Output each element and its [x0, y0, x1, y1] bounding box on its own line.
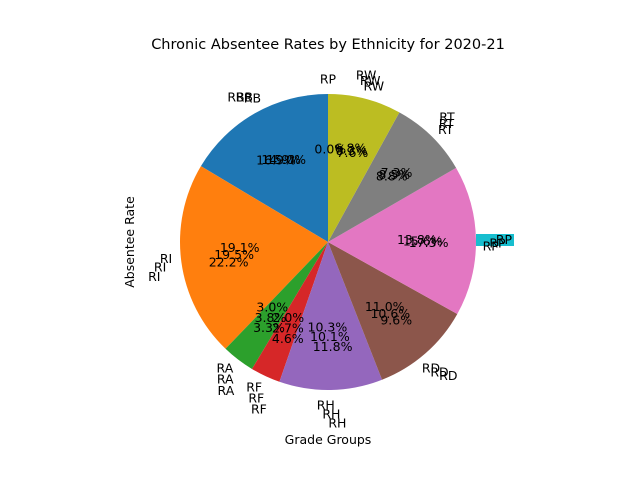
pct-label-rh: 11.8% [313, 339, 353, 354]
pct-label-rb: 14.9% [261, 152, 301, 167]
pct-label-ri: 19.1% [220, 240, 260, 255]
slice-label-ri: RI [160, 251, 172, 266]
slice-label-rp: RP [496, 232, 513, 247]
pie-slice-rp-zero [476, 234, 514, 246]
pct-label-rw: 8.3% [336, 143, 368, 158]
slice-label-rt: RT [438, 122, 454, 137]
pie-slice-rd [328, 242, 458, 380]
pie-slice-rp [328, 167, 476, 315]
pct-label-rw: 7.6% [337, 145, 369, 160]
slice-label-rb: RB [244, 90, 261, 105]
pct-label-rt: 8.8% [376, 169, 408, 184]
slice-label-rh: RH [322, 406, 340, 421]
slice-label-ra: RA [218, 383, 235, 398]
slice-label-rh: RH [328, 415, 346, 430]
pie-slices [180, 93, 514, 391]
y-axis-label: Absentee Rate [122, 196, 137, 288]
pct-label-rp: 0.0% [314, 142, 346, 157]
slice-label-rf: RF [246, 380, 262, 395]
slice-label-rh: RH [317, 397, 335, 412]
slice-label-ra: RA [217, 372, 234, 387]
slice-label-rp: RP [489, 236, 506, 251]
pie-slice-rt [328, 112, 457, 242]
slice-label-rd: RD [430, 365, 448, 380]
pie-slice-rf [251, 242, 328, 382]
pct-label-rf: 4.6% [272, 331, 304, 346]
pie-slice-rh [279, 242, 383, 391]
pct-label-rb: 16.9% [256, 152, 296, 167]
pct-label-ri: 22.2% [209, 255, 249, 270]
pct-label-rd: 11.0% [365, 299, 405, 314]
slice-label-rw: RW [356, 68, 377, 83]
slice-label-ra: RA [217, 361, 234, 376]
pct-label-rd: 10.6% [370, 306, 410, 321]
pct-label-rw: 6.8% [335, 140, 367, 155]
slice-label-rw: RW [364, 78, 385, 93]
pct-label-rp: 13.8% [397, 232, 437, 247]
pie-slice-ri [180, 166, 328, 349]
pct-label-rf: 2.0% [272, 310, 304, 325]
pct-label-rh: 10.1% [310, 329, 350, 344]
pct-label-rt: 8.5% [378, 167, 410, 182]
slice-label-rt: RT [439, 110, 455, 125]
pct-label-rf: 2.7% [272, 320, 304, 335]
slice-label-rb: RB [236, 90, 253, 105]
x-axis-label: Grade Groups [285, 432, 372, 447]
pie-slice-ra [225, 242, 328, 369]
pct-label-rp: 17.3% [409, 235, 449, 250]
slice-label-rp: RP [320, 72, 337, 87]
slice-label-rf: RF [251, 402, 267, 417]
pct-label-ri: 19.5% [214, 247, 254, 262]
slice-label-rw: RW [360, 73, 381, 88]
slice-label-rt: RT [439, 116, 455, 131]
slice-label-rd: RD [422, 361, 440, 376]
pie-slice-rb [200, 93, 328, 242]
pct-label-rb: 15.0% [266, 152, 306, 167]
chart-title: Chronic Absentee Rates by Ethnicity for … [151, 37, 505, 53]
slice-label-ri: RI [154, 260, 166, 275]
pct-label-ra: 3.0% [256, 300, 288, 315]
pie-slice-rw [328, 94, 400, 242]
pct-label-rp: 15.6% [403, 234, 443, 249]
pct-label-rd: 9.6% [380, 313, 412, 328]
pct-label-ra: 3.3% [253, 320, 285, 335]
slice-label-rb: RB [227, 89, 244, 104]
slice-label-rd: RD [439, 368, 457, 383]
slice-label-ri: RI [148, 269, 160, 284]
slice-label-rp: RP [483, 239, 500, 254]
pct-label-ra: 3.8% [255, 310, 287, 325]
pct-label-rh: 10.3% [308, 319, 348, 334]
slice-label-rf: RF [248, 391, 264, 406]
pct-label-rt: 7.3% [381, 165, 413, 180]
